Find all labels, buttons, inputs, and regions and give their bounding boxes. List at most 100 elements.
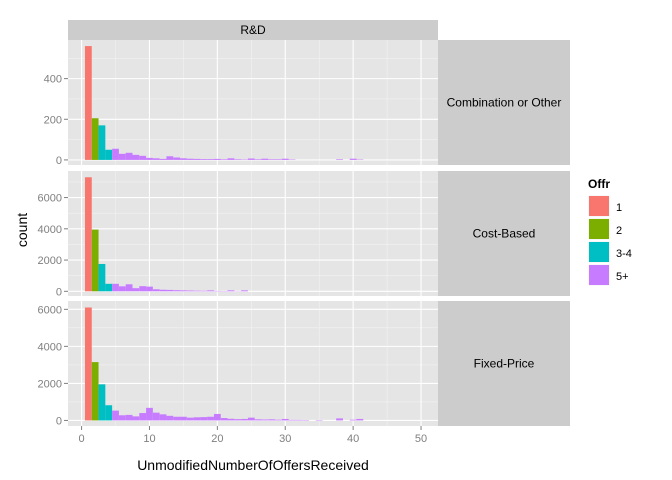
- histogram-bar: [159, 158, 167, 160]
- y-tick-label: 0: [56, 286, 62, 298]
- histogram-bar: [112, 410, 119, 421]
- histogram-bar: [166, 289, 174, 292]
- histogram-bar: [247, 417, 255, 421]
- legend-title: Offr: [588, 177, 610, 191]
- histogram-bar: [118, 286, 126, 292]
- histogram-bar: [84, 46, 92, 160]
- histogram-bar: [234, 419, 242, 421]
- y-tick-label: 6000: [38, 193, 62, 205]
- histogram-bar: [356, 418, 364, 421]
- histogram-bar: [275, 419, 282, 421]
- histogram-bar: [288, 419, 296, 421]
- x-axis-title: UnmodifiedNumberOfOffersReceived: [137, 457, 369, 473]
- y-tick-label: 200: [44, 114, 62, 126]
- histogram-bar: [227, 158, 235, 160]
- histogram-bar: [132, 416, 140, 421]
- histogram-bar: [98, 125, 106, 160]
- histogram-bar: [200, 417, 208, 421]
- histogram-bar: [281, 158, 289, 160]
- histogram-bar: [220, 159, 228, 160]
- histogram-bar: [268, 159, 276, 160]
- row-facet-strip: [438, 171, 570, 296]
- y-tick-label: 4000: [38, 341, 62, 353]
- row-facet-label: Combination or Other: [447, 96, 562, 110]
- x-tick-label: 20: [211, 433, 223, 445]
- histogram-bar: [91, 118, 99, 160]
- legend: Offr 1 2 3-4 5+: [587, 177, 632, 287]
- histogram-bar: [200, 290, 208, 292]
- histogram-bar: [152, 289, 160, 292]
- facet-panel: 0 2000 4000 6000 Fixed-Price: [38, 301, 570, 427]
- histogram-bar: [173, 290, 181, 292]
- histogram-bar: [241, 418, 248, 421]
- histogram-bar: [349, 158, 357, 160]
- histogram-bar: [125, 152, 133, 160]
- facet-panel: 0 200 400 Combination or Other: [44, 40, 570, 167]
- histogram-bar: [186, 158, 194, 160]
- histogram-bar: [180, 290, 187, 292]
- column-facet-strip: [68, 20, 438, 40]
- histogram-bar: [268, 419, 276, 421]
- histogram-bar: [349, 419, 357, 421]
- histogram-bar: [186, 417, 194, 421]
- histogram-bar: [105, 283, 113, 292]
- histogram-bar: [118, 415, 126, 421]
- legend-label: 5+: [616, 271, 629, 283]
- facet-panel: 0 2000 4000 6000 Cost-Based: [38, 171, 570, 298]
- histogram-bar: [234, 159, 242, 160]
- histogram-bar: [207, 159, 214, 160]
- histogram-bar: [91, 229, 99, 292]
- x-tick-label: 30: [279, 433, 291, 445]
- histogram-bar: [247, 158, 255, 160]
- row-facet-strip: [438, 301, 570, 426]
- legend-label: 2: [616, 225, 622, 237]
- histogram-bar: [139, 413, 147, 421]
- x-tick-label: 50: [415, 433, 427, 445]
- histogram-bar: [166, 156, 174, 160]
- histogram-bar: [336, 418, 343, 421]
- histogram-bar: [227, 418, 235, 421]
- x-tick-label: 40: [347, 433, 359, 445]
- histogram-bar: [118, 153, 126, 160]
- histogram-bar: [125, 284, 133, 292]
- histogram-bar: [159, 414, 167, 421]
- histogram-bar: [207, 416, 214, 421]
- facet-panels: 0 200 400 Combination or Other 0 2000 4000 6000…: [38, 40, 570, 427]
- legend-swatch: [589, 242, 609, 262]
- histogram-bar: [132, 288, 140, 292]
- histogram-bar: [336, 159, 343, 160]
- histogram-bar: [241, 290, 248, 292]
- histogram-bar: [200, 159, 208, 160]
- histogram-bar: [193, 290, 201, 292]
- histogram-bar: [105, 149, 113, 160]
- histogram-bar: [173, 416, 181, 421]
- panel-background: [68, 40, 438, 165]
- column-facet-label: R&D: [240, 23, 266, 37]
- histogram-bar: [166, 415, 174, 421]
- legend-swatch: [589, 219, 609, 239]
- y-tick-label: 400: [44, 74, 62, 86]
- y-tick-label: 4000: [38, 224, 62, 236]
- y-tick-label: 0: [56, 155, 62, 167]
- legend-label: 3-4: [616, 248, 632, 260]
- row-facet-label: Fixed-Price: [474, 357, 535, 371]
- histogram-bar: [105, 405, 113, 421]
- histogram-bar: [193, 417, 201, 421]
- histogram-bar: [193, 158, 201, 160]
- histogram-bar: [281, 418, 289, 421]
- histogram-bar: [254, 159, 262, 160]
- histogram-bar: [84, 307, 92, 421]
- y-axis-title: count: [14, 213, 30, 247]
- panel-background: [68, 301, 438, 426]
- histogram-bar: [220, 418, 228, 421]
- histogram-bar: [139, 286, 147, 292]
- histogram-bar: [139, 155, 147, 160]
- histogram-bar: [91, 362, 99, 421]
- histogram-bar: [146, 286, 153, 292]
- histogram-bar: [180, 158, 187, 160]
- histogram-bar: [98, 263, 106, 292]
- histogram-bar: [261, 419, 269, 421]
- histogram-bar: [152, 412, 160, 421]
- histogram-bar: [213, 413, 221, 421]
- histogram-bar: [180, 416, 187, 421]
